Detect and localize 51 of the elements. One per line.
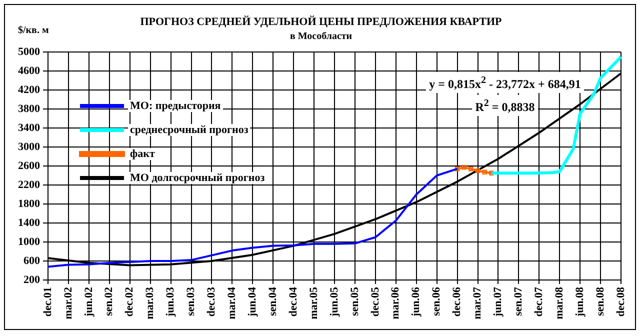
x-tick-label: mar.04 bbox=[226, 286, 238, 320]
x-tick-label: jun.05 bbox=[328, 286, 340, 318]
x-tick-label: jun.03 bbox=[164, 286, 177, 318]
annotation: y = 0,815x$^{2}$ - 23,772x + 684,91 bbox=[426, 72, 584, 93]
y-tick-label: 1400 bbox=[18, 216, 40, 229]
x-tick-label: sen.06 bbox=[430, 286, 443, 316]
x-tick-label: dec.06 bbox=[451, 286, 464, 317]
x-tick-label: sen.07 bbox=[512, 286, 525, 316]
y-tick-label: 3800 bbox=[18, 102, 40, 115]
legend-label: факт bbox=[128, 148, 157, 160]
x-tick-label: dec.02 bbox=[124, 286, 136, 317]
x-tick-label: sen.04 bbox=[266, 286, 279, 316]
x-tick-label: dec.08 bbox=[614, 286, 627, 317]
y-tick-label: 600 bbox=[24, 254, 40, 267]
y-tick-label: 1000 bbox=[18, 236, 40, 248]
x-tick-label: jun.02 bbox=[82, 286, 95, 318]
y-tick-label: 200 bbox=[24, 274, 40, 286]
y-tick-label: 3400 bbox=[18, 122, 40, 134]
x-tick-label: sen.02 bbox=[103, 286, 116, 316]
x-tick-label: mar.02 bbox=[62, 286, 74, 320]
annotation: R$^{2}$ = 0,8838 bbox=[472, 95, 538, 116]
x-tick-label: sen.03 bbox=[185, 286, 198, 316]
y-tick-label: 3000 bbox=[18, 140, 40, 153]
x-tick-label: dec.04 bbox=[287, 286, 300, 317]
legend-label: МО долгосрочный прогноз bbox=[128, 172, 267, 184]
x-tick-label: jun.06 bbox=[410, 286, 422, 318]
x-tick-label: mar.08 bbox=[553, 286, 566, 320]
x-tick-label: mar.06 bbox=[390, 286, 402, 320]
x-tick-label: sen.08 bbox=[594, 286, 606, 316]
x-tick-label: dec.07 bbox=[532, 286, 545, 317]
x-tick-label: jun.08 bbox=[574, 286, 586, 318]
y-tick-label: 4200 bbox=[18, 84, 40, 96]
y-tick-label: 1800 bbox=[18, 198, 40, 210]
x-tick-label: dec.05 bbox=[369, 286, 382, 317]
y-tick-label: 4600 bbox=[18, 64, 40, 77]
legend-label: МО: предыстория bbox=[128, 100, 223, 112]
chart-title: ПРОГНОЗ СРЕДНЕЙ УДЕЛЬНОЙ ЦЕНЫ ПРЕДЛОЖЕНИЯ КВАРТИР bbox=[140, 16, 502, 28]
x-tick-label: dec.03 bbox=[206, 286, 218, 317]
x-tick-label: mar.05 bbox=[308, 286, 320, 320]
legend-label: среднесрочный прогноз bbox=[128, 124, 250, 136]
y-tick-label: 2200 bbox=[18, 178, 40, 191]
x-tick-label: dec.01 bbox=[42, 287, 54, 317]
x-tick-label: mar.07 bbox=[472, 286, 484, 320]
x-tick-label: sen.05 bbox=[348, 286, 361, 316]
x-tick-label: mar.03 bbox=[144, 286, 156, 320]
x-tick-label: jun.07 bbox=[492, 286, 504, 318]
y-axis-title: $/кв. м bbox=[18, 25, 49, 36]
chart-subtitle: в Мособласти bbox=[290, 31, 352, 42]
y-tick-label: 2600 bbox=[18, 160, 40, 172]
x-tick-label: jun.04 bbox=[246, 286, 258, 318]
y-tick-label: 5000 bbox=[18, 46, 40, 58]
